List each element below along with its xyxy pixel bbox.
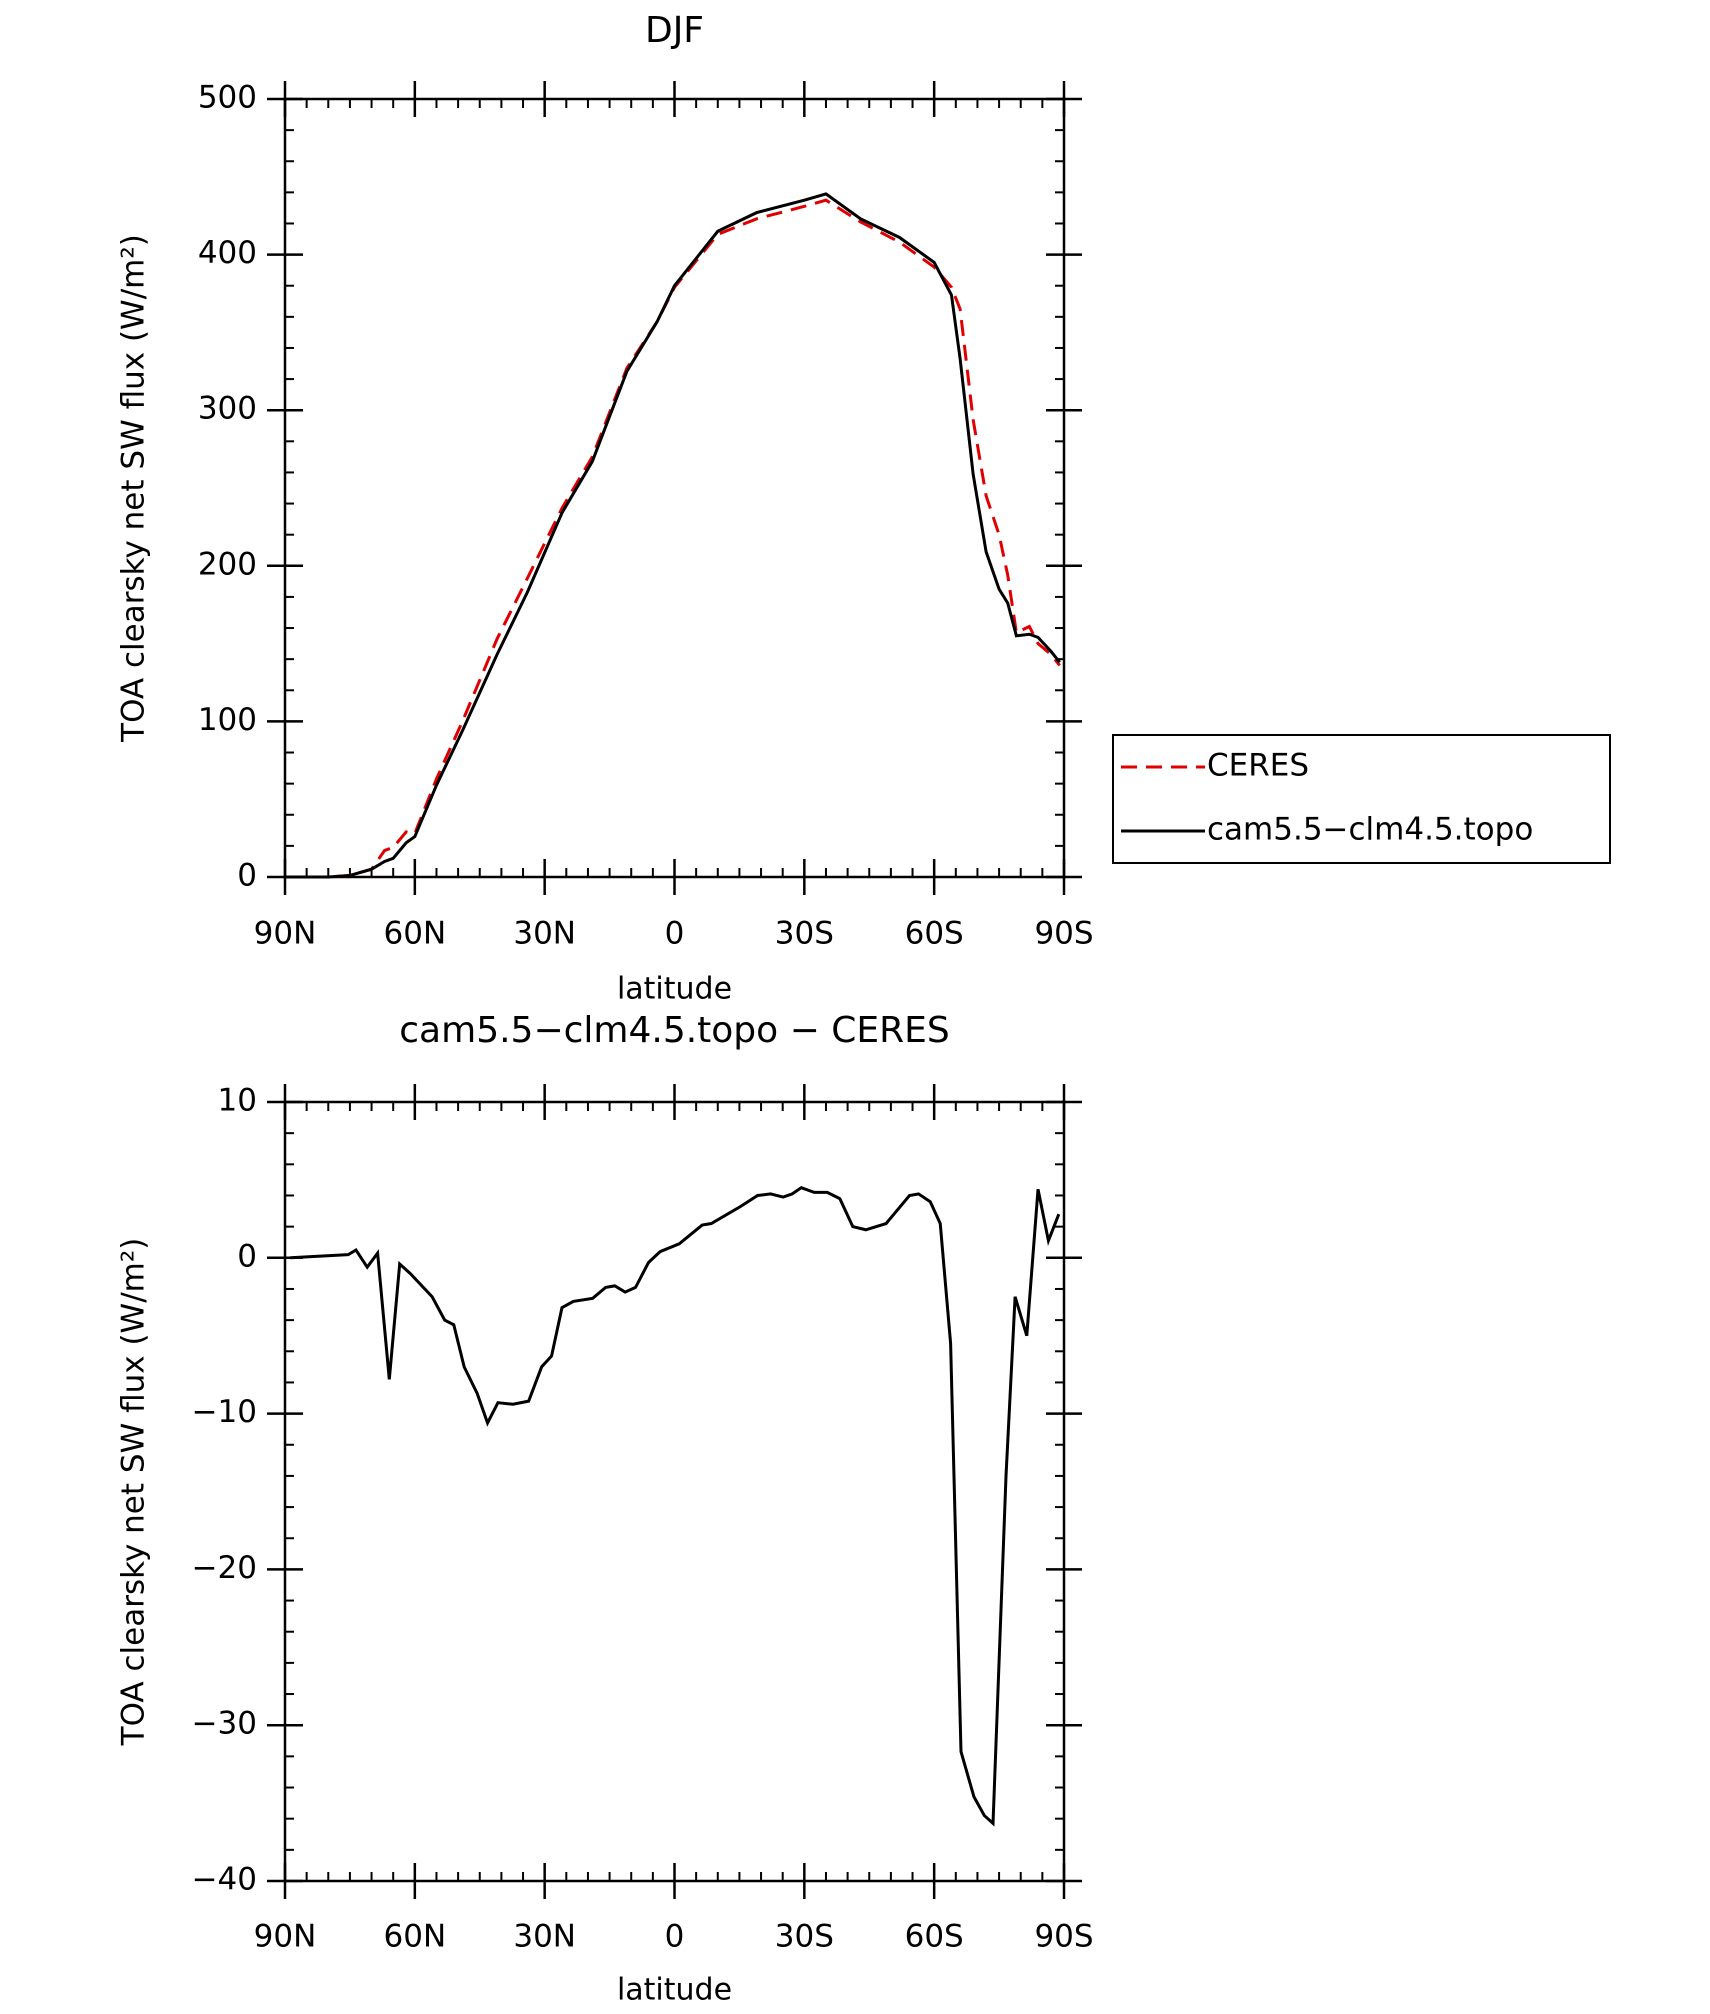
y-tick-label: −20	[192, 1550, 257, 1586]
series-line	[285, 192, 1061, 879]
y-axis-label: TOA clearsky net SW flux (W/m²)	[116, 234, 152, 743]
series-line	[290, 1186, 1061, 1827]
y-tick-label: 400	[198, 235, 257, 271]
x-tick-label: 0	[665, 916, 685, 952]
x-tick-label: 60S	[905, 916, 964, 952]
x-tick-label: 30N	[513, 916, 576, 952]
plot-frame	[283, 97, 1066, 879]
legend-label: cam5.5−clm4.5.topo	[1207, 812, 1533, 848]
x-tick-label: 90S	[1034, 1919, 1093, 1955]
plot-frame	[283, 1100, 1066, 1883]
y-axis-label: TOA clearsky net SW flux (W/m²)	[116, 1238, 152, 1747]
y-tick-label: 0	[237, 858, 257, 894]
x-tick-label: 60S	[905, 1919, 964, 1955]
plot: cam5.5−clm4.5.topo − CERES latitude TOA cl…	[116, 1010, 1094, 2008]
x-tick-label: 90N	[254, 916, 317, 952]
x-tick-label: 60N	[384, 1919, 447, 1955]
x-axis-label: latitude	[617, 1973, 732, 2008]
y-tick-label: −30	[192, 1706, 257, 1742]
x-tick-label: 30S	[775, 916, 834, 952]
chart-title: cam5.5−clm4.5.topo − CERES	[399, 1010, 949, 1051]
legend-box	[1112, 734, 1611, 864]
x-tick-label: 60N	[384, 916, 447, 952]
plot: DJF latitude TOA clearsky net SW flux (W/m…	[116, 10, 1094, 1007]
x-tick-label: 90N	[254, 1919, 317, 1955]
x-tick-label: 0	[665, 1919, 685, 1955]
y-tick-label: 0	[237, 1238, 257, 1274]
x-tick-label: 90S	[1034, 916, 1093, 952]
chart-title: DJF	[645, 10, 704, 51]
x-tick-label: 30N	[513, 1919, 576, 1955]
x-tick-label: 30S	[775, 1919, 834, 1955]
legend-label: CERES	[1207, 748, 1309, 784]
y-tick-label: −10	[192, 1394, 257, 1430]
y-tick-label: 200	[198, 546, 257, 582]
series-line	[285, 198, 1061, 879]
x-axis-label: latitude	[617, 972, 732, 1007]
y-tick-label: 100	[198, 702, 257, 738]
y-tick-label: 300	[198, 391, 257, 427]
legend: CERES cam5.5−clm4.5.topo	[1112, 734, 1611, 864]
y-tick-label: 10	[218, 1083, 257, 1119]
y-tick-label: −40	[192, 1862, 257, 1898]
y-tick-label: 500	[198, 80, 257, 116]
